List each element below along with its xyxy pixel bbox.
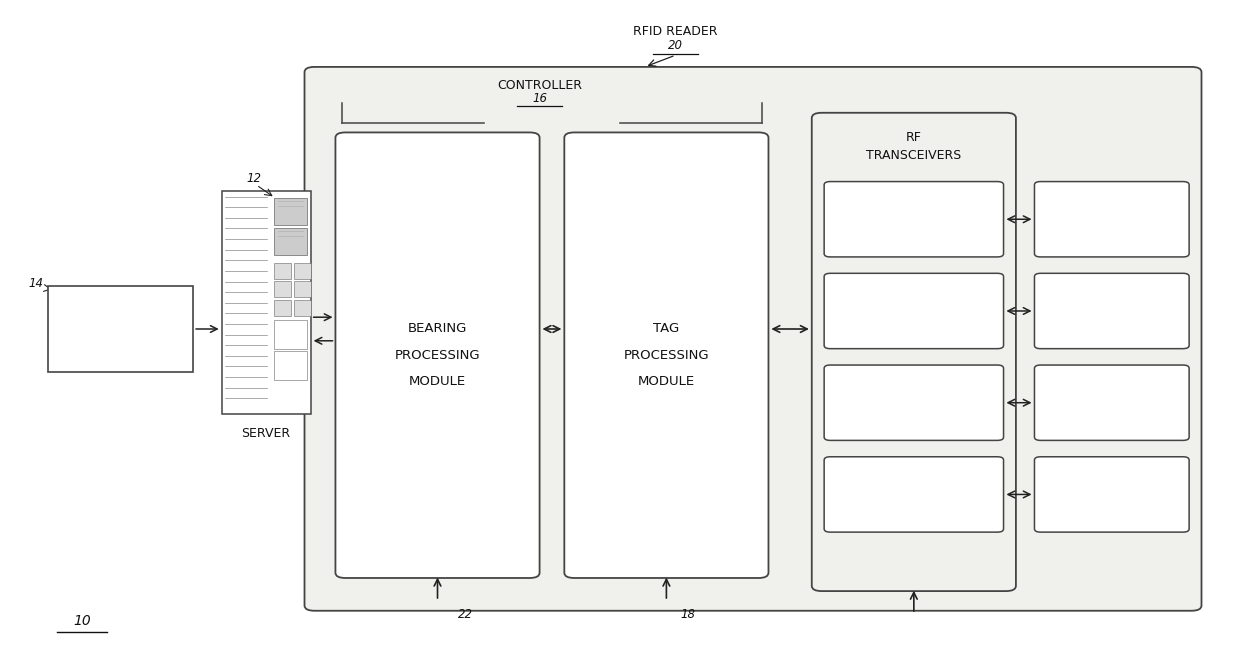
Text: MODULE: MODULE [637, 375, 694, 388]
Bar [274, 228, 308, 255]
Bar [294, 263, 311, 278]
Text: 14: 14 [29, 276, 43, 290]
Text: Tx/Rx 2: Tx/Rx 2 [890, 305, 937, 317]
FancyBboxPatch shape [564, 132, 769, 578]
FancyBboxPatch shape [1034, 365, 1189, 440]
FancyBboxPatch shape [305, 67, 1202, 611]
Text: Tx/Rx N: Tx/Rx N [889, 488, 939, 501]
Text: 18: 18 [681, 607, 696, 620]
Text: TRANSCEIVERS: TRANSCEIVERS [867, 149, 961, 162]
Bar [294, 299, 311, 316]
FancyBboxPatch shape [825, 365, 1003, 440]
Text: 16: 16 [532, 92, 547, 105]
Text: MODULE: MODULE [409, 375, 466, 388]
Text: RFID READER: RFID READER [634, 25, 718, 38]
Bar [274, 281, 290, 297]
Text: INTERFACE: INTERFACE [87, 322, 155, 336]
Bar [294, 281, 311, 297]
FancyBboxPatch shape [1034, 182, 1189, 257]
Bar [222, 191, 311, 414]
FancyBboxPatch shape [825, 457, 1003, 532]
Text: 10: 10 [73, 613, 91, 628]
Text: SERVER: SERVER [242, 427, 290, 440]
Text: 12: 12 [247, 172, 262, 185]
Text: ANTENNA: ANTENNA [1084, 382, 1141, 395]
Bar [48, 286, 193, 372]
Bar [274, 299, 290, 316]
Bar [274, 198, 308, 224]
FancyBboxPatch shape [812, 113, 1016, 591]
Text: CONTROLLER: CONTROLLER [497, 79, 582, 91]
Bar [274, 320, 308, 349]
Text: 22: 22 [458, 607, 472, 620]
Text: ANTENNA: ANTENNA [1084, 198, 1141, 211]
Text: RF: RF [906, 131, 921, 144]
FancyBboxPatch shape [1034, 457, 1189, 532]
Text: ANTENNA: ANTENNA [1084, 474, 1141, 486]
Bar [274, 351, 308, 380]
Text: ELEMENT N: ELEMENT N [1078, 502, 1146, 515]
Text: ELEMENT 3: ELEMENT 3 [1079, 411, 1145, 424]
Text: ELEMENT 2: ELEMENT 2 [1079, 319, 1145, 332]
Text: BEARING: BEARING [408, 322, 467, 336]
FancyBboxPatch shape [825, 182, 1003, 257]
FancyBboxPatch shape [1034, 273, 1189, 349]
Text: 20: 20 [668, 39, 683, 53]
Text: TAG: TAG [653, 322, 680, 336]
Text: Tx/Rx 3: Tx/Rx 3 [890, 396, 937, 409]
FancyBboxPatch shape [336, 132, 539, 578]
Text: Tx/Rx 1: Tx/Rx 1 [890, 213, 937, 226]
Text: PROCESSING: PROCESSING [394, 349, 480, 362]
Text: PROCESSING: PROCESSING [624, 349, 709, 362]
Bar [274, 263, 290, 278]
Text: ANTENNA: ANTENNA [1084, 290, 1141, 303]
Text: ELEMENT 1: ELEMENT 1 [1079, 227, 1145, 240]
FancyBboxPatch shape [825, 273, 1003, 349]
